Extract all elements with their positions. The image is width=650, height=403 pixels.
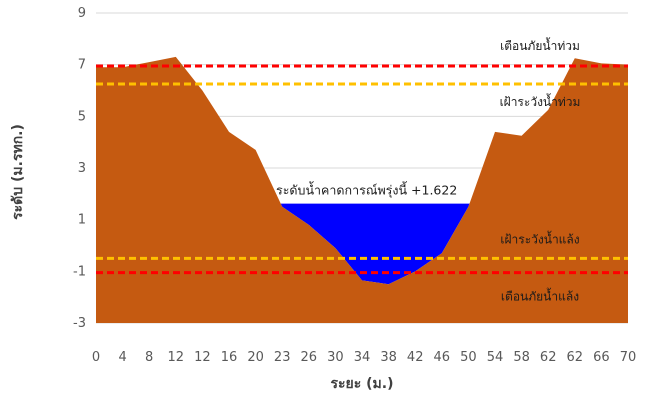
x-tick-label: 23	[274, 350, 291, 365]
water-level-label: ระดับน้ำคาดการณ์พรุ่งนี้ +1.622	[276, 181, 457, 199]
x-tick-label: 4	[118, 350, 126, 365]
y-tick-label: 1	[78, 213, 86, 228]
y-tick-label: 3	[78, 161, 86, 176]
threshold-layer	[96, 64, 628, 275]
x-tick-label: 62	[567, 350, 584, 365]
x-tick-label: 38	[380, 350, 397, 365]
x-tick-label: 12	[194, 350, 211, 365]
x-tick-label: 0	[92, 350, 100, 365]
x-tick-label: 66	[593, 350, 610, 365]
x-tick-label: 50	[460, 350, 477, 365]
threshold-label-2: เฝ้าระวังน้ำแล้ง	[500, 230, 579, 246]
y-tick-label: 5	[78, 109, 86, 124]
x-tick-label: 54	[487, 350, 504, 365]
threshold-label-1: เฝ้าระวังน้ำท่วม	[500, 93, 581, 109]
x-tick-label: 70	[620, 350, 637, 365]
x-tick-label: 26	[301, 350, 318, 365]
y-tick-label: 9	[78, 6, 86, 21]
water-area	[280, 203, 470, 285]
y-tick-label: 7	[78, 58, 86, 73]
x-tick-label: 30	[327, 350, 344, 365]
x-tick-label: 8	[145, 350, 153, 365]
x-tick-label: 34	[354, 350, 371, 365]
threshold-label-0: เตือนภัยน้ำท่วม	[500, 37, 580, 53]
plot-layer	[96, 56, 628, 324]
y-axis-title: ระดับ (ม.รทก.)	[10, 124, 26, 220]
x-tick-label: 12	[168, 350, 185, 365]
threshold-label-3: เตือนภัยน้ำแล้ง	[501, 288, 579, 304]
x-axis: 0 4 8 12 12 16 20 23 26 30 34 38 42 46 50 54 58 62 62 66 70	[92, 350, 636, 365]
x-tick-label: 20	[247, 350, 264, 365]
x-tick-label: 42	[407, 350, 424, 365]
x-tick-label: 62	[540, 350, 557, 365]
x-tick-label: 58	[513, 350, 530, 365]
x-tick-label: 16	[221, 350, 238, 365]
ground-profile-area	[96, 56, 628, 324]
y-axis: 9 7 5 3 1 -1 -3	[73, 6, 86, 331]
annotation-layer: เตือนภัยน้ำท่วมเฝ้าระวังน้ำท่วมเฝ้าระวัง…	[276, 37, 580, 304]
y-tick-label: -3	[73, 316, 86, 331]
x-axis-title: ระยะ (ม.)	[331, 376, 394, 392]
y-tick-label: -1	[73, 264, 86, 279]
x-tick-label: 46	[434, 350, 451, 365]
